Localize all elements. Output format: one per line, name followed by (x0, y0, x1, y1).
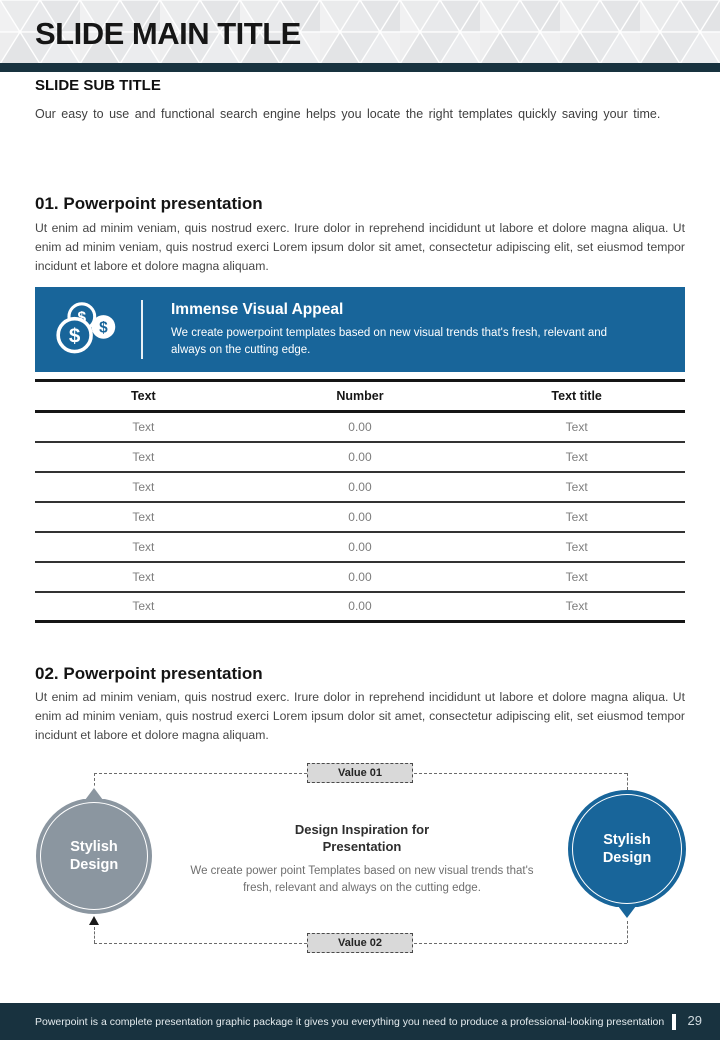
bubble-inner-ring (572, 794, 682, 904)
diagram-center-title: Design Inspiration for Presentation (294, 822, 430, 854)
bubble-label: Stylish Design (602, 831, 652, 866)
table-cell: Text (132, 479, 155, 494)
slide-main-title: SLIDE MAIN TITLE (35, 16, 301, 51)
table-cell: 0.00 (348, 419, 372, 434)
table-cell: Text (565, 509, 588, 524)
stylish-design-bubble-left: Stylish Design (36, 785, 152, 914)
table-header-cell: Number (336, 389, 384, 403)
feature-banner: $ $ $ Immense Visual Appeal We create po… (35, 287, 685, 372)
value-02-box: Value 02 (307, 933, 413, 953)
table-cell: Text (132, 419, 155, 434)
banner-divider (141, 300, 143, 359)
data-table: Text Number Text title Text 0.00 Text Text 0… (35, 379, 685, 623)
svg-text:$: $ (69, 324, 81, 347)
connector-right-bottom (627, 921, 628, 943)
table-cell: 0.00 (348, 599, 372, 614)
value-01-box: Value 01 (307, 763, 413, 783)
intro-paragraph: Our easy to use and functional search en… (35, 107, 661, 121)
table-cell: Text (565, 449, 588, 464)
bubble-inner-ring (40, 802, 148, 910)
slide-sub-title: SLIDE SUB TITLE (35, 77, 161, 94)
dollar-coins-icon: $ $ $ (35, 287, 141, 372)
table-cell: Text (132, 449, 155, 464)
table-cell: 0.00 (348, 539, 372, 554)
bubble-notch (85, 788, 103, 800)
table-cell: Text (565, 599, 588, 614)
table-cell: Text (565, 539, 588, 554)
bubble-label: Stylish Design (69, 838, 119, 873)
header-accent-bar (0, 63, 720, 72)
table-cell: Text (132, 539, 155, 554)
table-row: Text 0.00 Text (35, 532, 685, 562)
table-cell: 0.00 (348, 479, 372, 494)
banner-description: We create powerpoint templates based on … (171, 326, 608, 356)
table-header-row: Text Number Text title (35, 380, 685, 412)
table-row: Text 0.00 Text (35, 502, 685, 532)
svg-text:$: $ (78, 309, 87, 326)
section-02-title: 02. Powerpoint presentation (35, 664, 263, 683)
table-header-cell: Text title (551, 389, 602, 403)
table-cell: Text (565, 419, 588, 434)
bubble-notch (618, 906, 636, 918)
footer: Powerpoint is a complete presentation gr… (0, 1003, 720, 1040)
table-cell: Text (132, 569, 155, 584)
table-cell: 0.00 (348, 509, 372, 524)
page-number: 29 (687, 1013, 702, 1028)
svg-text:$: $ (99, 319, 108, 336)
table-row: Text 0.00 Text (35, 562, 685, 592)
table-cell: Text (132, 509, 155, 524)
triangle-pattern-background (0, 0, 720, 63)
section-01-body: Ut enim ad minim veniam, quis nostrud ex… (35, 221, 685, 273)
diagram: Value 01 Value 02 Stylish Design Stylish… (0, 750, 720, 965)
footer-text: Powerpoint is a complete presentation gr… (35, 1015, 665, 1028)
table-row: Text 0.00 Text (35, 412, 685, 442)
table-row: Text 0.00 Text (35, 472, 685, 502)
page-number-bar (672, 1014, 676, 1030)
table-header-cell: Text (130, 389, 156, 403)
connector-left-top (94, 773, 95, 791)
table-cell: Text (565, 569, 588, 584)
table-cell: 0.00 (348, 569, 372, 584)
table-cell: Text (565, 479, 588, 494)
table-body: Text 0.00 Text Text 0.00 Text Text 0.00 Text Text… (35, 412, 685, 622)
section-01-title: 01. Powerpoint presentation (35, 194, 263, 213)
table-row: Text 0.00 Text (35, 442, 685, 472)
section-02-body: Ut enim ad minim veniam, quis nostrud ex… (35, 690, 685, 742)
stylish-design-bubble-right: Stylish Design (568, 790, 686, 921)
connector-left-bottom (94, 927, 95, 943)
table-cell: 0.00 (348, 449, 372, 464)
banner-title: Immense Visual Appeal (171, 300, 344, 318)
connector-right-top (627, 773, 628, 790)
table-row: Text 0.00 Text (35, 592, 685, 622)
diagram-center-body: We create power point Templates based on… (190, 864, 534, 895)
header: SLIDE MAIN TITLE (0, 0, 720, 63)
table-cell: Text (132, 599, 155, 614)
arrow-up-icon (89, 916, 99, 925)
